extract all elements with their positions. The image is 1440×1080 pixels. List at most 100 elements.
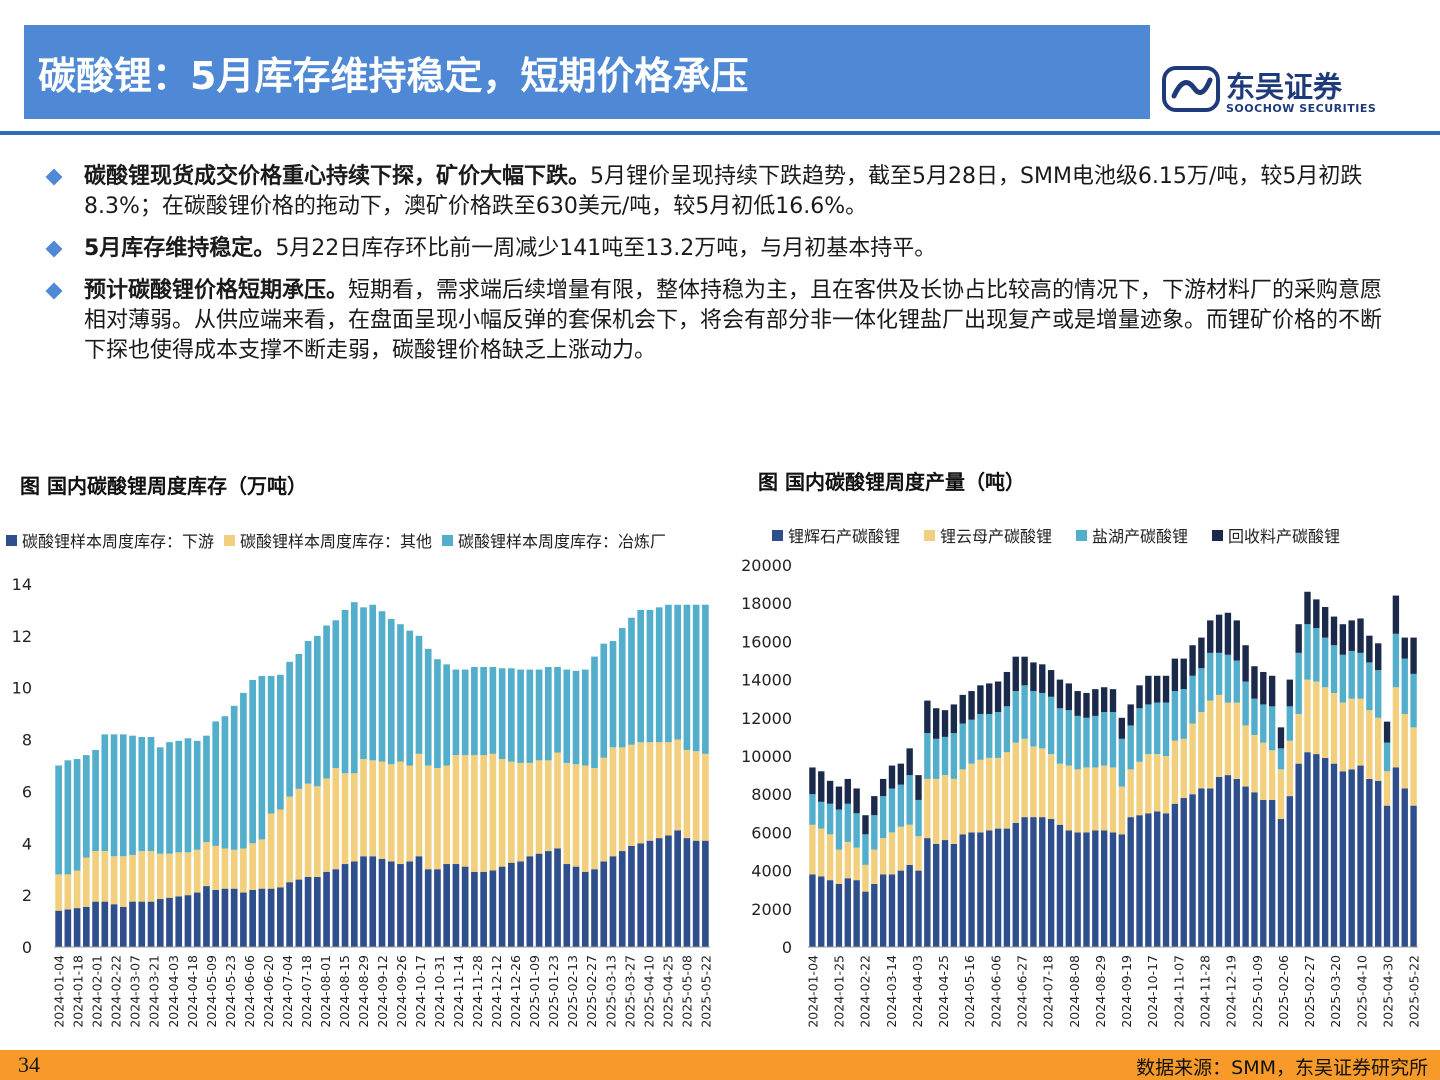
bar-segment bbox=[1171, 803, 1179, 947]
y-tick-label: 4 bbox=[22, 834, 32, 853]
bar-segment bbox=[1375, 717, 1382, 781]
bar-segment bbox=[1401, 788, 1408, 947]
legend-swatch-icon bbox=[224, 534, 236, 546]
bar-segment bbox=[129, 854, 136, 902]
bar-segment bbox=[692, 604, 700, 752]
bar-segment bbox=[1127, 769, 1134, 818]
bar-segment bbox=[415, 635, 423, 754]
bar-segment bbox=[968, 691, 975, 720]
bar-segment bbox=[1215, 652, 1223, 695]
bar-segment bbox=[637, 609, 645, 743]
legend-label: 锂辉石产碳酸锂 bbox=[788, 527, 901, 546]
bar-segment bbox=[295, 788, 303, 880]
bar-segment bbox=[1109, 712, 1117, 768]
bar-segment bbox=[563, 762, 571, 865]
bar-segment bbox=[637, 843, 645, 947]
bar-segment bbox=[277, 674, 284, 810]
bar-segment bbox=[323, 625, 330, 779]
bar-segment bbox=[1109, 689, 1117, 713]
bar-segment bbox=[101, 901, 109, 947]
bar-segment bbox=[313, 876, 321, 947]
bar-segment bbox=[906, 748, 913, 776]
bar-segment bbox=[1383, 721, 1391, 743]
x-tick-label: 2024-02-01 bbox=[90, 955, 105, 1028]
bar-segment bbox=[350, 861, 358, 947]
bar-segment bbox=[994, 681, 1002, 713]
bar-segment bbox=[879, 778, 887, 797]
bar-segment bbox=[1012, 742, 1019, 823]
x-tick-label: 2025-03-27 bbox=[622, 955, 637, 1028]
bar-segment bbox=[897, 763, 905, 785]
bar-segment bbox=[554, 666, 561, 753]
x-tick-label: 2024-07-04 bbox=[280, 955, 295, 1028]
bar-segment bbox=[1065, 830, 1072, 947]
bar-segment bbox=[1357, 698, 1364, 766]
bar-segment bbox=[1065, 683, 1072, 711]
x-tick-label: 2024-11-28 bbox=[470, 955, 485, 1028]
bar-segment bbox=[853, 880, 860, 947]
bar-segment bbox=[424, 648, 432, 766]
x-tick-label: 2024-01-25 bbox=[832, 955, 847, 1028]
bar-segment bbox=[1100, 712, 1108, 766]
bar-segment bbox=[1162, 813, 1170, 947]
x-tick-label: 2024-06-20 bbox=[261, 955, 276, 1028]
bar-segment bbox=[941, 775, 949, 841]
bar-segment bbox=[480, 666, 487, 756]
bar-segment bbox=[818, 876, 825, 947]
bar-segment bbox=[933, 778, 940, 844]
logo-mark-icon bbox=[1162, 66, 1220, 112]
bar-segment bbox=[397, 624, 404, 762]
bar-segment bbox=[1330, 763, 1338, 947]
y-tick-label: 20000 bbox=[741, 556, 792, 575]
bar-segment bbox=[341, 773, 349, 865]
bar-segment bbox=[1092, 830, 1099, 947]
bar-segment bbox=[156, 853, 164, 900]
inventory-chart-legend: 碳酸锂样本周度库存：下游 碳酸锂样本周度库存：其他 碳酸锂样本周度库存：冶炼厂 bbox=[6, 528, 676, 552]
bar-segment bbox=[203, 886, 210, 947]
legend-swatch-icon bbox=[1212, 529, 1224, 541]
bar-segment bbox=[618, 628, 626, 748]
bar-segment bbox=[295, 879, 303, 947]
bar-segment bbox=[1180, 689, 1187, 739]
x-tick-label: 2025-04-10 bbox=[641, 955, 656, 1028]
bar-segment bbox=[1180, 798, 1187, 947]
bar-segment bbox=[1321, 607, 1329, 638]
bar-segment bbox=[230, 849, 238, 889]
bar-segment bbox=[871, 815, 878, 850]
bar-segment bbox=[452, 755, 460, 865]
bar-segment bbox=[535, 853, 543, 947]
bar-segment bbox=[665, 604, 672, 743]
legend-swatch-icon bbox=[6, 534, 17, 546]
y-tick-label: 8000 bbox=[751, 785, 792, 804]
bar-segment bbox=[1242, 725, 1249, 787]
x-tick-label: 2025-03-13 bbox=[603, 955, 618, 1028]
bar-segment bbox=[1118, 717, 1126, 739]
bar-segment bbox=[378, 611, 386, 762]
bar-segment bbox=[1224, 654, 1232, 703]
bar-segment bbox=[1118, 786, 1126, 835]
bar-segment bbox=[1083, 717, 1090, 768]
bar-segment bbox=[581, 765, 589, 872]
bar-segment bbox=[862, 891, 869, 947]
company-logo: 东吴证券 SOOCHOW SECURITIES bbox=[1160, 62, 1420, 118]
y-tick-label: 6 bbox=[22, 782, 32, 801]
bar-segment bbox=[304, 783, 312, 877]
bar-segment bbox=[1304, 752, 1311, 947]
bar-segment bbox=[434, 659, 441, 769]
bar-segment bbox=[249, 889, 256, 947]
bar-segment bbox=[313, 635, 321, 787]
bar-segment bbox=[933, 738, 940, 779]
legend-swatch-icon bbox=[1076, 529, 1088, 541]
bar-segment bbox=[1021, 817, 1028, 947]
x-tick-label: 2024-10-31 bbox=[432, 955, 447, 1028]
bar-segment bbox=[129, 735, 136, 855]
bar-segment bbox=[888, 765, 896, 789]
x-tick-label: 2025-01-09 bbox=[527, 955, 542, 1028]
bar-segment bbox=[1154, 675, 1161, 703]
bar-segment bbox=[994, 828, 1002, 947]
bar-segment bbox=[1136, 685, 1143, 709]
bar-segment bbox=[480, 755, 487, 872]
bar-segment bbox=[1012, 691, 1019, 743]
bar-segment bbox=[1083, 767, 1090, 833]
bar-segment bbox=[968, 832, 975, 947]
